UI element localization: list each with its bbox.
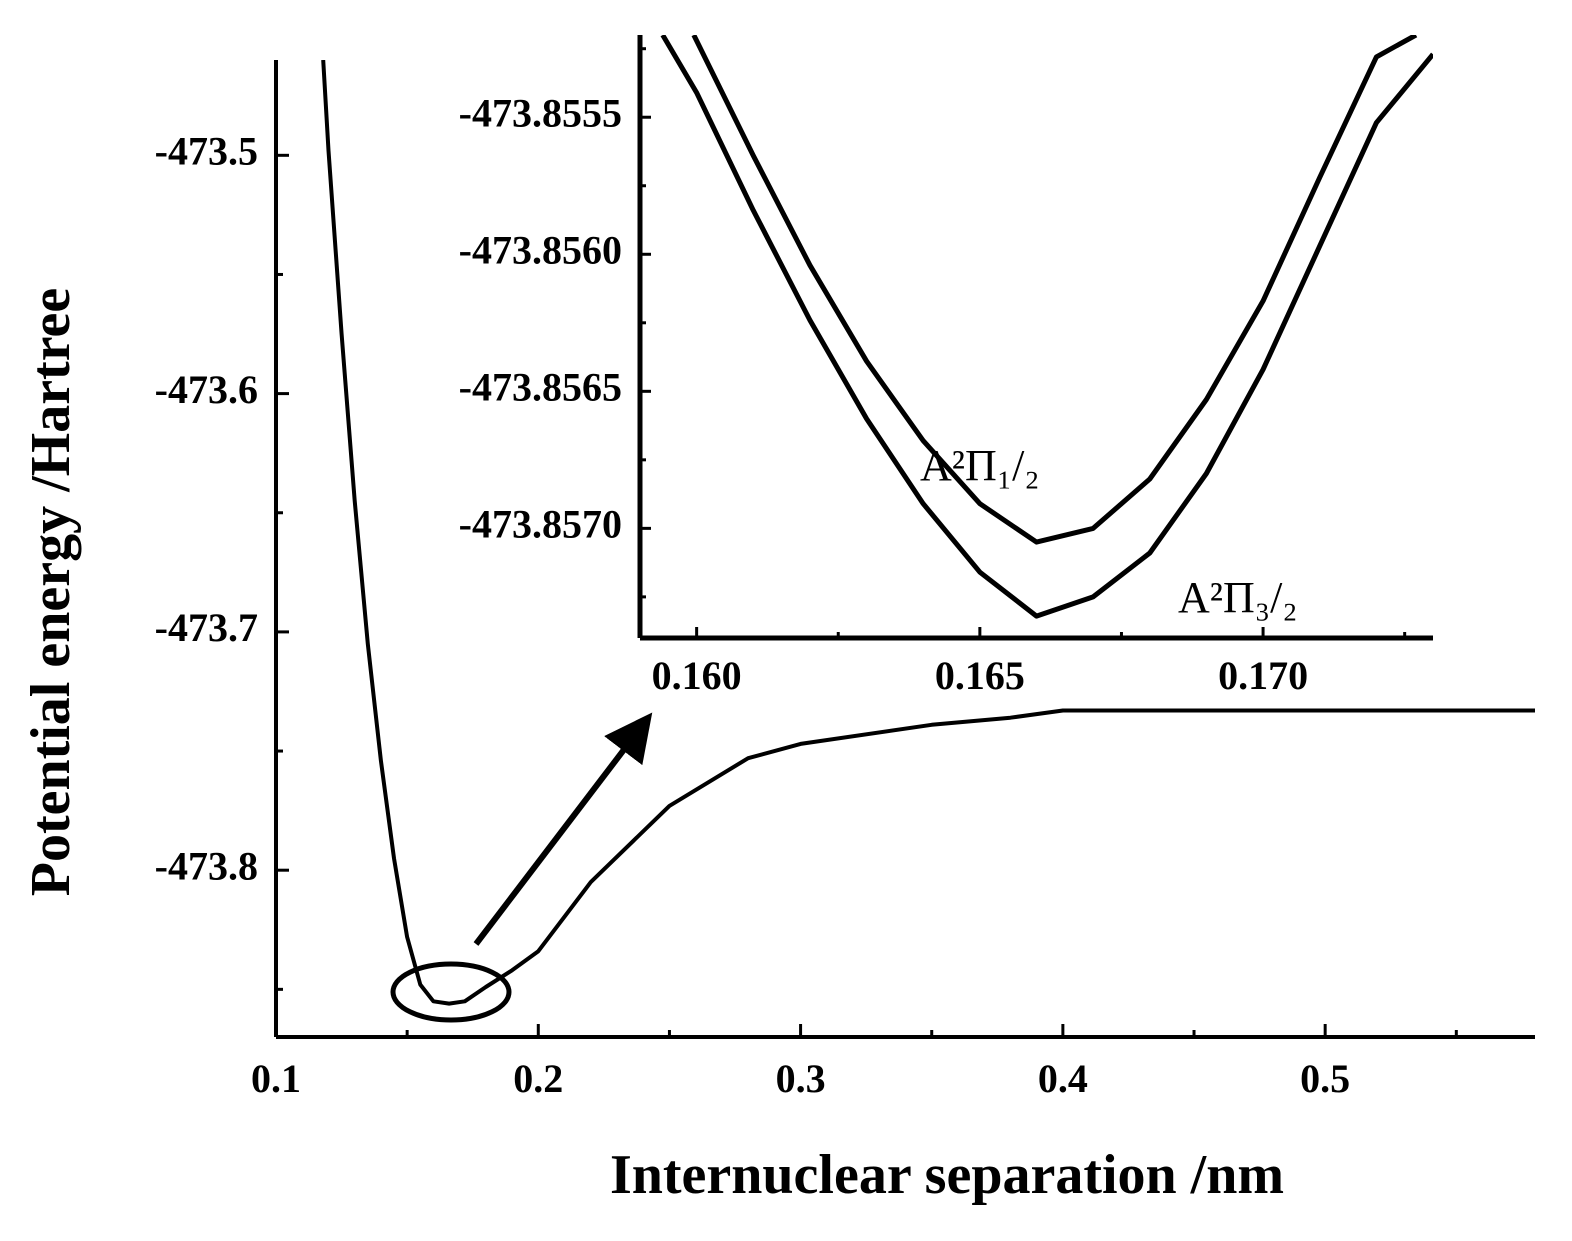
- y-tick-label: -473.6: [155, 367, 258, 412]
- x-tick-label: 0.3: [776, 1056, 826, 1101]
- x-tick-label: 0.1: [251, 1056, 301, 1101]
- y-tick-label: -473.8555: [459, 90, 622, 135]
- series-line: [321, 60, 1535, 1006]
- series-line: [691, 35, 1418, 545]
- x-tick-label: 0.5: [1300, 1056, 1350, 1101]
- y-tick-label: -473.8570: [459, 502, 622, 547]
- x-tick-label: 0.4: [1038, 1056, 1088, 1101]
- x-tick-label: 0.160: [652, 653, 742, 698]
- x-axis-title: Internuclear separation /nm: [610, 1144, 1284, 1206]
- y-tick-label: -473.5: [155, 128, 258, 173]
- y-tick-label: -473.8: [155, 843, 258, 888]
- zoom-ellipse: [390, 961, 512, 1023]
- series-line: [660, 35, 1433, 619]
- zoom-arrow: [473, 712, 653, 946]
- x-tick-label: 0.170: [1218, 653, 1308, 698]
- y-axis-title: Potential energy /Hartree: [20, 288, 82, 897]
- series-label: A²Π₃/₂: [1178, 573, 1298, 622]
- x-tick-label: 0.165: [935, 653, 1025, 698]
- series-label: A²Π₁/₂: [920, 441, 1040, 490]
- y-tick-label: -473.8560: [459, 227, 622, 272]
- x-tick-label: 0.2: [513, 1056, 563, 1101]
- y-tick-label: -473.7: [155, 605, 258, 650]
- y-tick-label: -473.8565: [459, 364, 622, 409]
